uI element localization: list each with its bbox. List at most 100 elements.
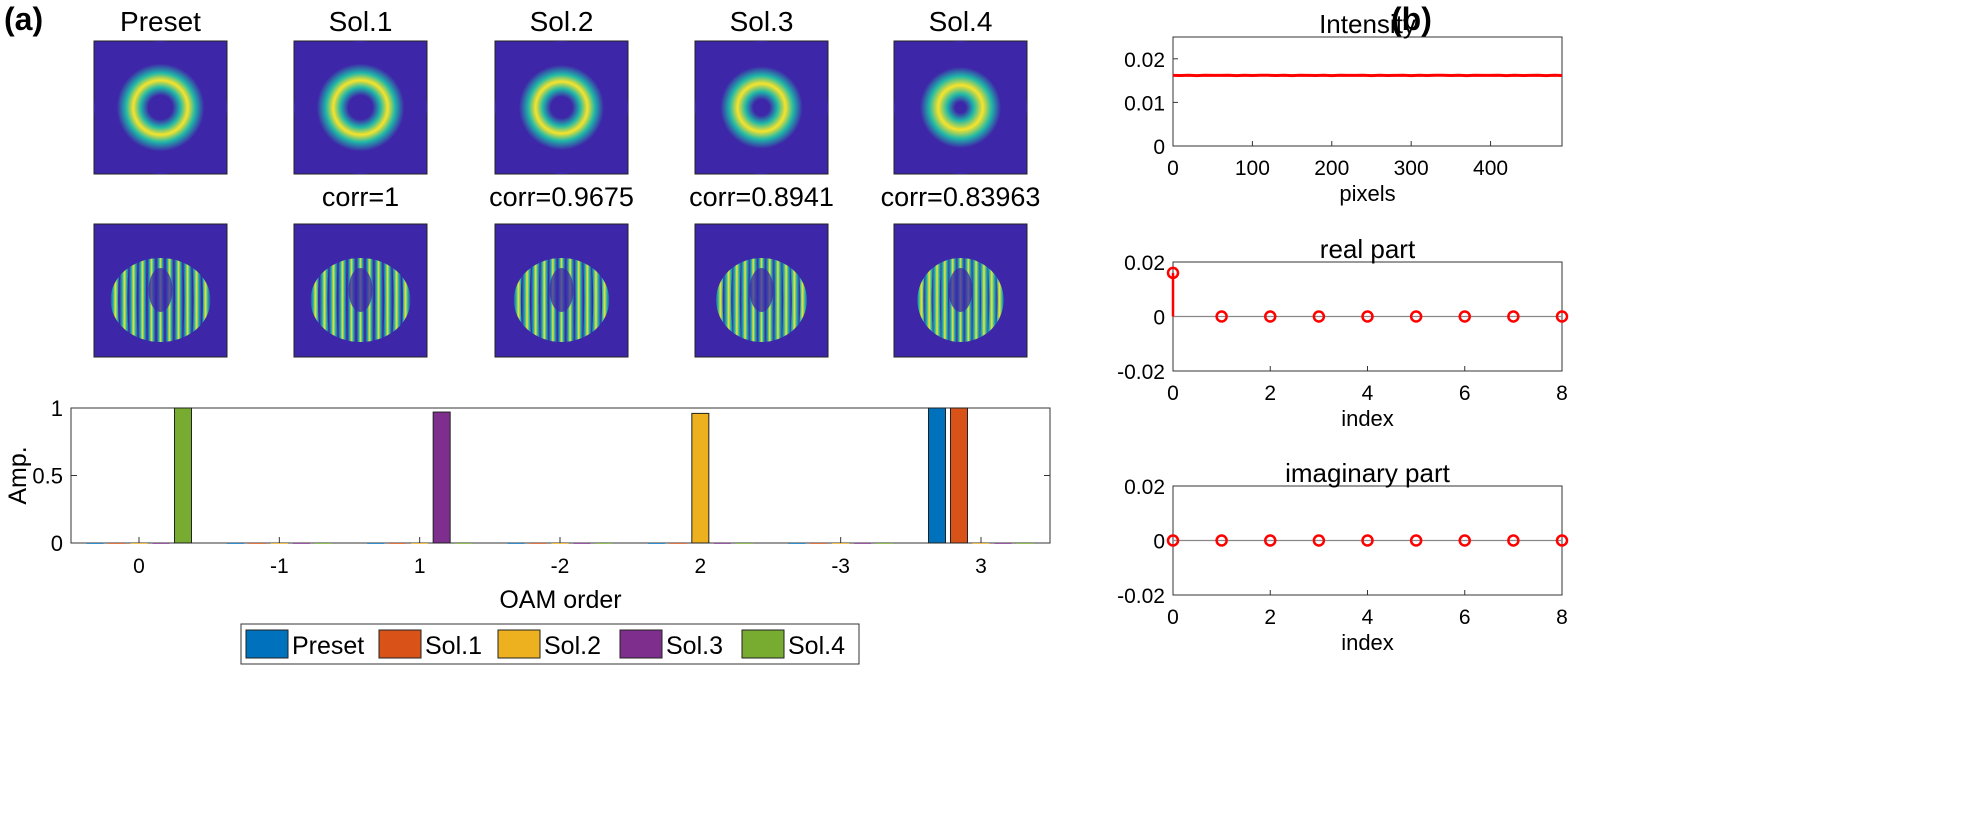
bar-Sol.1	[669, 543, 687, 544]
stem-marker	[1409, 310, 1423, 323]
donut-beam	[294, 41, 427, 174]
fringe	[328, 258, 339, 342]
plot-area	[1172, 36, 1563, 147]
vortex-core	[749, 268, 774, 312]
corr-value-4: corr=0.83963	[881, 182, 1041, 212]
stem-marker	[1555, 310, 1569, 323]
fringe	[723, 258, 735, 342]
stem-marker	[1555, 534, 1569, 547]
donut-beam	[695, 41, 828, 174]
bar-Sol.4	[876, 543, 894, 544]
stem-marker	[1166, 266, 1180, 280]
interference-thumbnail-1	[293, 223, 428, 358]
intensity-thumbnail-4	[893, 40, 1028, 175]
fringe	[182, 258, 193, 342]
fringe	[337, 258, 348, 342]
stem-marker	[1215, 310, 1228, 323]
plot-title: imaginary part	[1285, 458, 1451, 488]
vortex-core	[348, 268, 373, 312]
x-tick-label: 0	[1167, 157, 1179, 180]
beam-profile-grid: Preset Sol.1 corr=1 Sol.2 corr=0.9675 Sol.3 co…	[93, 6, 1041, 358]
bar-Sol.3	[292, 543, 310, 544]
intensity-thumbnail-3	[694, 40, 829, 175]
legend-entry-Sol.3: Sol.3	[666, 632, 723, 660]
column-title-3: Sol.3	[730, 6, 794, 37]
x-tick-label: 200	[1314, 157, 1349, 180]
vortex-core	[948, 268, 973, 312]
bar-Sol.1	[529, 543, 547, 544]
x-tick-label: 100	[1235, 157, 1270, 180]
intensity-thumbnail-2	[494, 40, 629, 175]
legend-swatch-Sol.4	[741, 629, 785, 659]
fringe	[978, 258, 990, 342]
x-axis-label: OAM order	[499, 586, 621, 614]
stem-marker	[1312, 534, 1326, 547]
bar-Sol.3	[432, 411, 451, 544]
intensity-thumbnail-0	[93, 40, 228, 175]
bar-Preset	[367, 543, 385, 544]
bar-Sol.1	[389, 543, 407, 544]
y-tick-label: 1	[51, 396, 63, 421]
x-tick-label: 4	[1362, 382, 1374, 405]
y-axis-label: Amp.	[4, 446, 32, 504]
bar-Sol.2	[411, 543, 429, 544]
stem-marker	[1215, 534, 1228, 547]
x-axis-label: index	[1341, 630, 1394, 655]
x-tick-label: -1	[270, 555, 289, 578]
corr-value-1: corr=1	[322, 182, 399, 212]
y-tick-label: -0.02	[1117, 361, 1165, 384]
bar-Sol.1	[810, 543, 828, 544]
fringe	[923, 258, 935, 342]
bar-Sol.3	[854, 543, 872, 544]
interference-thumbnail-0	[93, 223, 228, 358]
fringe	[781, 258, 792, 342]
bar-Sol.2	[130, 543, 148, 544]
column-title-4: Sol.4	[929, 6, 993, 37]
x-tick-label: 0	[1167, 606, 1179, 629]
stem-marker	[1264, 534, 1277, 547]
legend-swatch-Preset	[245, 629, 289, 659]
fringe	[940, 258, 950, 342]
fringe	[574, 258, 584, 342]
y-tick-label: 0.5	[32, 464, 63, 489]
vortex-core	[148, 268, 173, 312]
fringe	[382, 258, 393, 342]
x-tick-label: 6	[1459, 606, 1471, 629]
vortex-core	[549, 268, 574, 312]
donut-beam	[94, 41, 227, 174]
corr-value-2: corr=0.9675	[489, 182, 634, 212]
bar-Sol.1	[950, 407, 968, 544]
legend-entry-Sol.1: Sol.1	[425, 632, 482, 660]
bar-Preset	[928, 407, 946, 544]
x-tick-label: 0	[133, 555, 145, 578]
x-tick-label: 2	[1264, 606, 1276, 629]
legend-swatch-Sol.1	[378, 629, 422, 659]
fringe	[521, 258, 533, 342]
bar-Sol.3	[573, 543, 591, 544]
plot-title: real part	[1320, 234, 1416, 264]
x-tick-label: 2	[1264, 382, 1276, 405]
x-tick-label: 4	[1362, 606, 1374, 629]
fringe	[582, 258, 593, 342]
legend-swatch-Sol.3	[619, 629, 663, 659]
interference-thumbnail-2	[494, 223, 629, 358]
panel-b-label: (b)	[1391, 1, 1432, 37]
x-tick-label: 8	[1556, 606, 1568, 629]
x-tick-label: 6	[1459, 382, 1471, 405]
interference-thumbnail-3	[694, 223, 829, 358]
y-tick-label: 0.01	[1124, 92, 1165, 115]
interference-thumbnail-4	[893, 223, 1028, 358]
plot-area	[70, 407, 1051, 544]
bar-Sol.4	[1016, 543, 1034, 544]
stem-marker	[1507, 310, 1520, 323]
bar-Sol.3	[994, 543, 1012, 544]
stem-marker	[1312, 310, 1326, 323]
legend-entry-Sol.4: Sol.4	[788, 632, 845, 660]
bar-Sol.2	[972, 543, 990, 544]
panel-a-label: (a)	[4, 1, 43, 37]
stem-marker	[1264, 310, 1277, 323]
bar-Sol.1	[108, 543, 126, 544]
bar-Sol.4	[455, 543, 473, 544]
